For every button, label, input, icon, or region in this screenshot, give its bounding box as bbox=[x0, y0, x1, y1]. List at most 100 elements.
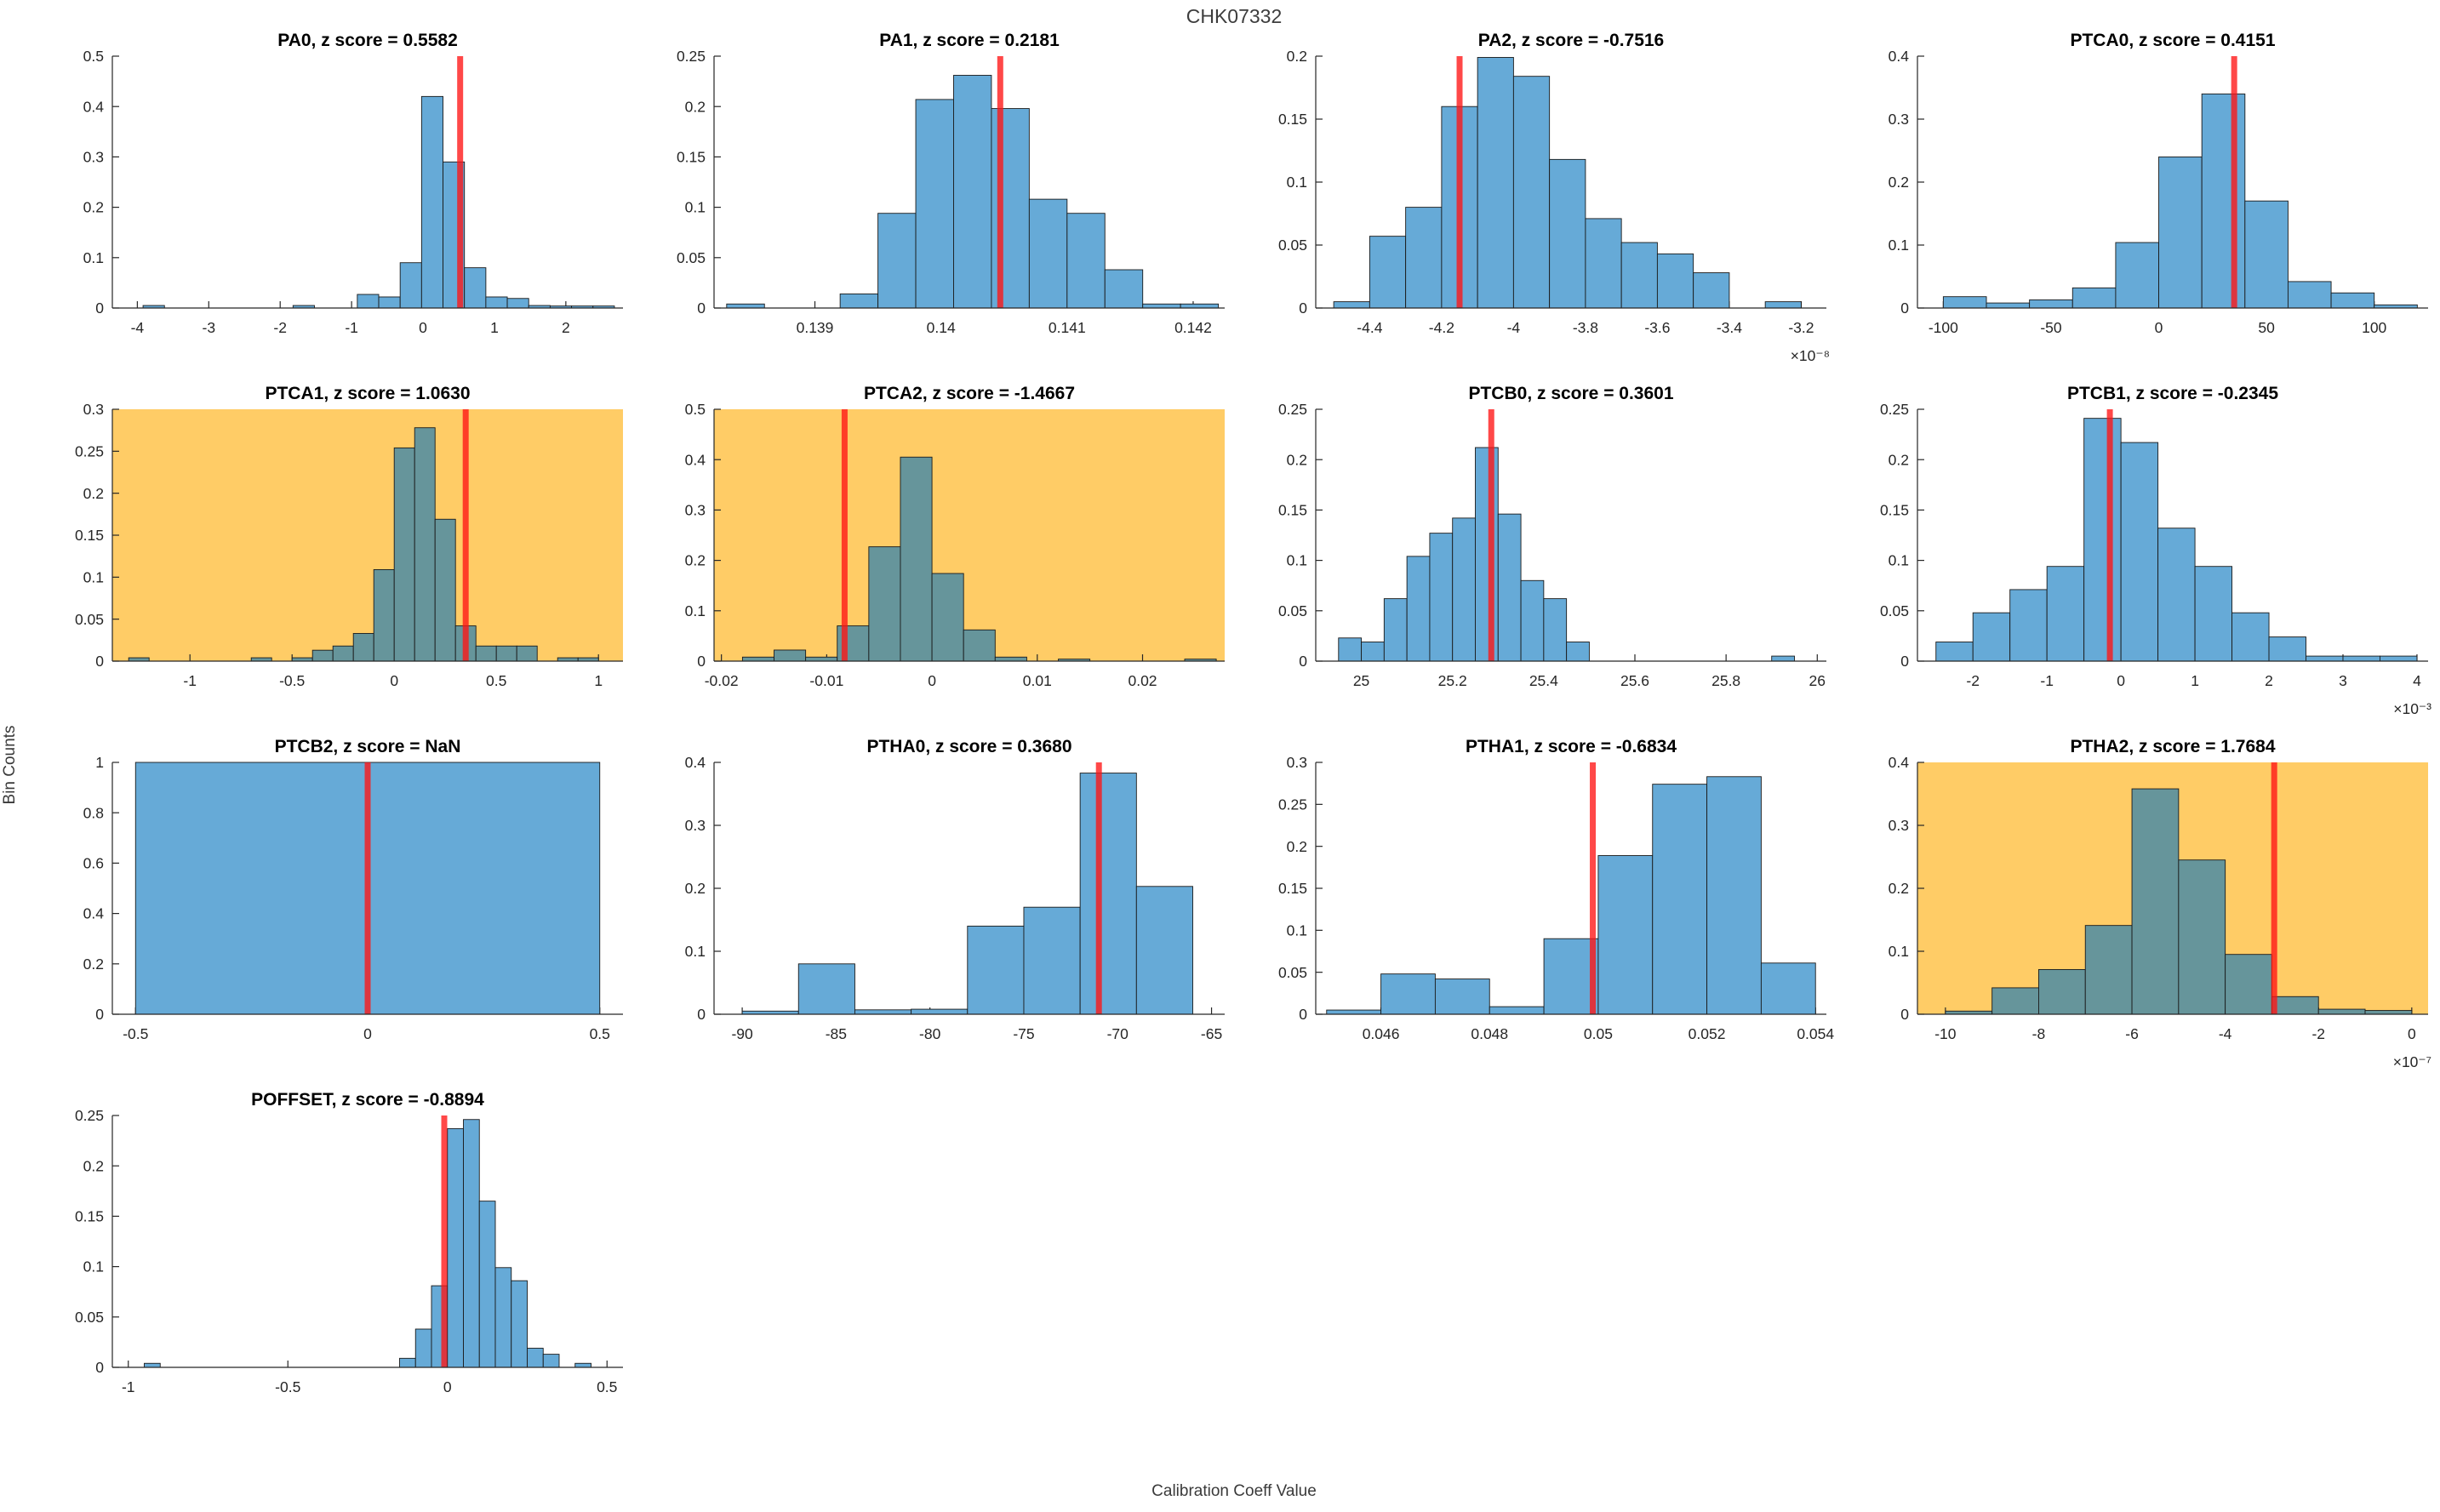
x-tick-label: 0.5 bbox=[597, 1378, 617, 1395]
histogram-bar bbox=[1405, 207, 1443, 309]
x-tick-label: 25.2 bbox=[1438, 672, 1467, 689]
subplot-PA0: 0 0.1 0.2 0.3 0.4 0.5 -4 -3 -2 -1 0 1 2 PA0, z score … bbox=[83, 31, 623, 336]
y-tick-label: 0.2 bbox=[685, 98, 706, 115]
histogram-bar bbox=[420, 95, 443, 309]
histogram-bar bbox=[2038, 969, 2086, 1015]
histogram-bar bbox=[1543, 598, 1568, 662]
histogram-bar bbox=[414, 427, 436, 662]
y-tick-label: 0.1 bbox=[1889, 552, 1909, 569]
highlight-background bbox=[112, 409, 623, 661]
x-tick-label: -90 bbox=[731, 1025, 753, 1042]
y-tick-label: 0.2 bbox=[83, 1157, 104, 1174]
y-tick-label: 0.6 bbox=[83, 855, 104, 872]
histogram-bar bbox=[1180, 303, 1220, 309]
y-tick-label: 0.1 bbox=[1287, 174, 1307, 191]
y-tick-label: 0.2 bbox=[685, 880, 706, 897]
x-tick-label: 25.4 bbox=[1529, 672, 1558, 689]
histogram-bar bbox=[967, 925, 1025, 1015]
histogram-bar bbox=[1760, 962, 1816, 1015]
histogram-bar bbox=[2306, 655, 2344, 662]
y-tick-label: 0.25 bbox=[1278, 401, 1307, 418]
x-tick-label: -4 bbox=[1507, 319, 1521, 336]
y-tick-label: 0.15 bbox=[1278, 502, 1307, 519]
histogram-bar bbox=[868, 546, 901, 662]
x-tick-label: -4.4 bbox=[1357, 319, 1382, 336]
x-tick-label: -0.5 bbox=[123, 1025, 148, 1042]
histogram-bar bbox=[1079, 773, 1137, 1015]
histogram-bar bbox=[1361, 642, 1385, 662]
x-tick-label: 4 bbox=[2413, 672, 2421, 689]
y-tick-label: 0.1 bbox=[685, 602, 706, 619]
x-tick-label: -1 bbox=[2040, 672, 2054, 689]
y-tick-label: 0 bbox=[95, 300, 104, 317]
x-tick-label: 3 bbox=[2339, 672, 2347, 689]
y-tick-label: 0.2 bbox=[1287, 838, 1307, 855]
x-tick-label: 25.8 bbox=[1711, 672, 1740, 689]
x-tick-label: -0.02 bbox=[705, 672, 739, 689]
x-tick-label: 0 bbox=[928, 672, 936, 689]
histogram-bar bbox=[1434, 979, 1490, 1015]
highlight-background bbox=[714, 409, 1225, 661]
histogram-bar bbox=[1656, 253, 1694, 309]
histogram-bar bbox=[1429, 533, 1454, 662]
x-tick-label: -3 bbox=[203, 319, 216, 336]
y-tick-label: 0.05 bbox=[75, 611, 104, 628]
x-tick-label: 0 bbox=[2117, 672, 2125, 689]
x-tick-label: -0.5 bbox=[275, 1378, 300, 1395]
x-tick-label: -4 bbox=[131, 319, 145, 336]
subplot-PTCB1: 0 0.05 0.1 0.15 0.2 0.25 -2 -1 0 1 2 3 4 ×10⁻³ PTCB1, … bbox=[1880, 384, 2431, 715]
y-tick-label: 0.1 bbox=[685, 199, 706, 216]
histogram-bar bbox=[1406, 556, 1431, 662]
histogram-bar bbox=[378, 296, 401, 309]
y-tick-label: 0.15 bbox=[1880, 502, 1909, 519]
y-tick-label: 0.4 bbox=[83, 98, 105, 115]
coeff-value-line bbox=[457, 56, 464, 308]
x-tick-label: -3.8 bbox=[1573, 319, 1598, 336]
histogram-bar bbox=[399, 262, 422, 309]
y-tick-label: 0.3 bbox=[1889, 817, 1909, 834]
histogram-bar bbox=[1383, 598, 1408, 662]
x-tick-label: -10 bbox=[1934, 1025, 1957, 1042]
subplot-title: PTCA0, z score = 0.4151 bbox=[2070, 31, 2275, 50]
histogram-bar bbox=[434, 518, 456, 662]
histogram-bar bbox=[527, 1348, 544, 1368]
subplot-title: POFFSET, z score = -0.8894 bbox=[251, 1090, 484, 1110]
subplot-PTCB2: 0 0.2 0.4 0.6 0.8 1 -0.5 0 0.5 PTCB2, z score = N… bbox=[83, 737, 623, 1042]
histogram-bar bbox=[1991, 987, 2039, 1015]
histogram-bar bbox=[2225, 954, 2272, 1015]
histogram-bar bbox=[839, 293, 879, 309]
coeff-value-line bbox=[2106, 409, 2113, 661]
histogram-bar bbox=[2317, 1008, 2366, 1015]
figure-x-axis-label: Calibration Coeff Value bbox=[1151, 1482, 1317, 1500]
y-tick-label: 0.1 bbox=[83, 249, 104, 266]
y-tick-label: 0.05 bbox=[1278, 237, 1307, 254]
y-tick-label: 0.1 bbox=[1287, 921, 1307, 939]
histogram-bar bbox=[2157, 528, 2196, 662]
histogram-bar bbox=[1652, 784, 1708, 1015]
histogram-bar bbox=[911, 1008, 969, 1015]
y-tick-label: 0.2 bbox=[1889, 451, 1909, 468]
histogram-bar bbox=[475, 645, 497, 662]
x-tick-label: 0 bbox=[390, 672, 398, 689]
subplot-title: PA1, z score = 0.2181 bbox=[879, 31, 1060, 50]
x-tick-label: -4 bbox=[2219, 1025, 2232, 1042]
y-tick-label: 0.25 bbox=[677, 48, 706, 65]
histogram-bar bbox=[357, 294, 380, 309]
histogram-bar bbox=[1566, 642, 1590, 662]
histogram-bar bbox=[1066, 213, 1106, 309]
y-tick-label: 0.25 bbox=[75, 442, 104, 459]
histogram-bar bbox=[2071, 287, 2117, 309]
histogram-bar bbox=[2364, 1010, 2413, 1015]
histogram-bar bbox=[1497, 513, 1522, 662]
y-tick-label: 0 bbox=[95, 1359, 104, 1376]
histogram-bar bbox=[1764, 301, 1802, 309]
y-tick-label: 0.3 bbox=[83, 149, 104, 166]
x-tick-label: -1 bbox=[345, 319, 358, 336]
y-tick-label: 0.2 bbox=[1287, 48, 1307, 65]
x-tick-label: 0.139 bbox=[797, 319, 834, 336]
x-tick-label: -3.2 bbox=[1788, 319, 1814, 336]
histogram-bar bbox=[144, 1362, 161, 1368]
subplot-PTCB0: 0 0.05 0.1 0.15 0.2 0.25 25 25.2 25.4 25.6 25.8 26 P… bbox=[1278, 384, 1826, 689]
y-tick-label: 0.1 bbox=[1287, 552, 1307, 569]
